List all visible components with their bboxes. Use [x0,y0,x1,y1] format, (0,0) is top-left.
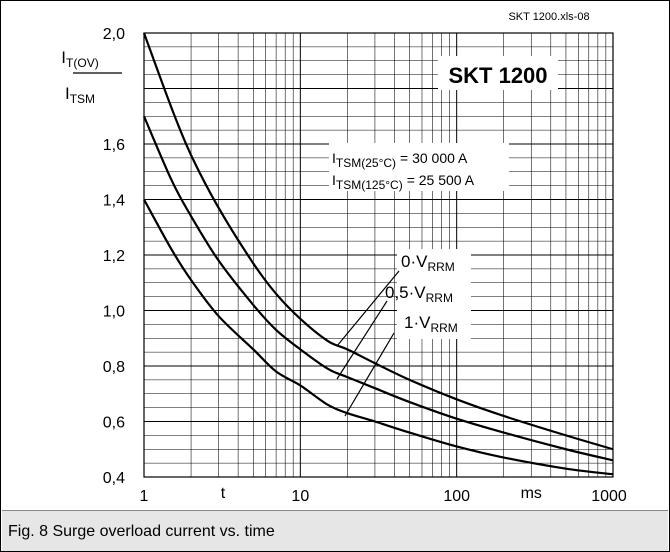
y-tick-label: 0,6 [103,415,125,432]
leader-line-2 [344,332,395,417]
figure-caption: Fig. 8 Surge overload current vs. time [2,510,668,551]
x-axis-label-t: t [221,485,226,502]
ylabel-numerator: IT(OV) [61,48,98,70]
series-label-2: 1·VRRM [404,313,458,335]
series-curves [142,32,614,476]
annotations: ITSM(25°C) = 30 000 A ITSM(125°C) = 25 500… [329,143,509,192]
chart-title: SKT 1200 [448,63,547,88]
title-bg [438,56,558,90]
series-labels: 0·VRRM 0,5·VRRM 1·VRRM [336,249,471,417]
ylabel-bg [5,45,49,95]
leader-line-1 [336,300,388,380]
series-line-2 [143,198,614,476]
series-label-1: 0,5·VRRM [385,283,453,305]
y-tick-label: 1,4 [103,193,125,210]
y-tick-label: 1,0 [103,304,125,321]
x-tick-labels: 1 10 100 1000 t ms [140,485,627,505]
file-ref: SKT 1200.xls-08 [508,11,589,23]
annotation-tsm-25: ITSM(25°C) = 30 000 A [332,150,468,170]
annotation-tsm-125: ITSM(125°C) = 25 500 A [332,172,475,192]
x-tick-label: 10 [291,488,309,505]
x-tick-label: 1 [140,488,149,505]
x-tick-label: 100 [443,488,470,505]
series-line-0 [142,32,614,451]
x-axis-label-unit: ms [521,485,542,502]
series-label-0: 0·VRRM [401,252,455,274]
y-tick-label: 0,4 [103,470,125,487]
caption-text: Fig. 8 Surge overload current vs. time [8,523,275,540]
chart: 2,0 1,6 1,4 1,2 1,0 0,8 0,6 0,4 1 10 100 1000 t ms S… [5,11,627,505]
y-tick-label: 2,0 [103,26,125,43]
annotation-bg [329,143,509,191]
y-tick-label: 0,8 [103,359,125,376]
leader-line-0 [336,270,400,347]
x-tick-label: 1000 [591,488,627,505]
y-tick-label: 1,6 [103,137,125,154]
series-line-1 [142,115,614,462]
y-tick-labels: 2,0 1,6 1,4 1,2 1,0 0,8 0,6 0,4 [103,26,125,487]
series-label-bg [397,249,471,339]
y-tick-label: 1,2 [103,248,125,265]
plot-area [143,32,614,478]
ylabel-denominator: ITSM [65,84,95,106]
y-axis-label: IT(OV) ITSM [61,48,122,106]
